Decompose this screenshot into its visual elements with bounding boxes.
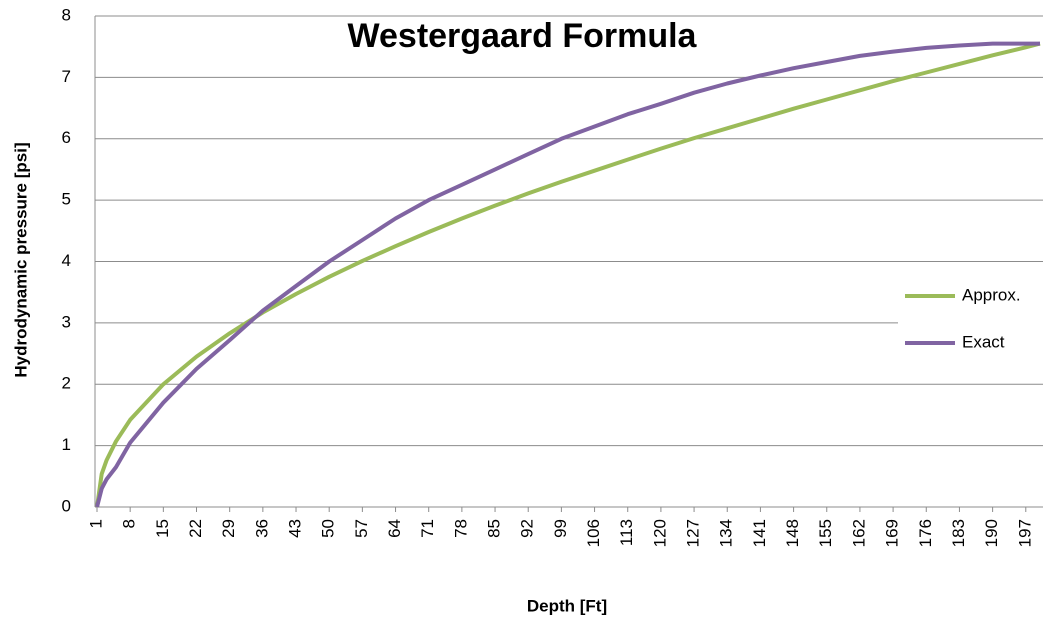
x-tick-label: 197: [1015, 519, 1034, 547]
x-tick-label: 113: [617, 519, 636, 546]
x-tick-label: 183: [949, 519, 968, 547]
x-tick-label: 134: [717, 519, 736, 547]
legend-label: Approx.: [962, 285, 1021, 304]
x-tick-label: 1: [86, 519, 105, 528]
x-axis-label: Depth [Ft]: [527, 596, 607, 615]
y-tick-label: 0: [62, 496, 71, 515]
legend-background: [898, 276, 1053, 363]
x-tick-label: 176: [916, 519, 935, 547]
x-tick-label: 36: [252, 519, 271, 538]
chart-title: Westergaard Formula: [348, 17, 698, 55]
legend-label: Exact: [962, 332, 1005, 351]
x-tick-label: 92: [518, 519, 537, 538]
y-tick-label: 3: [62, 312, 71, 331]
x-tick-label: 120: [650, 519, 669, 547]
y-tick-label: 6: [62, 128, 71, 147]
data-line: [95, 41, 1041, 508]
y-tick-label: 8: [62, 5, 71, 24]
y-tick-label: 2: [62, 374, 71, 393]
x-tick-label: 155: [816, 519, 835, 547]
x-tick-label: 29: [219, 519, 238, 538]
y-axis-label: Hydrodynamic pressure [psi]: [11, 142, 30, 377]
x-tick-label: 71: [418, 519, 437, 538]
data-line: [95, 41, 1040, 508]
x-tick-label: 8: [120, 519, 139, 528]
x-tick-label: 85: [485, 519, 504, 538]
x-tick-label: 190: [982, 519, 1001, 547]
x-tick-label: 57: [352, 519, 371, 538]
y-tick-label: 7: [62, 67, 71, 86]
y-tick-label: 4: [62, 251, 71, 270]
y-tick-label: 1: [62, 435, 71, 454]
x-tick-label: 148: [783, 519, 802, 547]
x-tick-label: 43: [286, 519, 305, 538]
x-tick-label: 141: [750, 519, 769, 547]
x-tick-label: 78: [451, 519, 470, 538]
x-tick-label: 50: [319, 519, 338, 538]
x-tick-label: 162: [849, 519, 868, 547]
x-tick-label: 64: [385, 519, 404, 538]
x-tick-label: 22: [186, 519, 205, 538]
x-tick-label: 127: [684, 519, 703, 547]
x-tick-label: 99: [551, 519, 570, 538]
x-tick-label: 106: [584, 519, 603, 547]
y-tick-label: 5: [62, 190, 71, 209]
x-tick-label: 169: [883, 519, 902, 547]
x-tick-label: 15: [153, 519, 172, 538]
